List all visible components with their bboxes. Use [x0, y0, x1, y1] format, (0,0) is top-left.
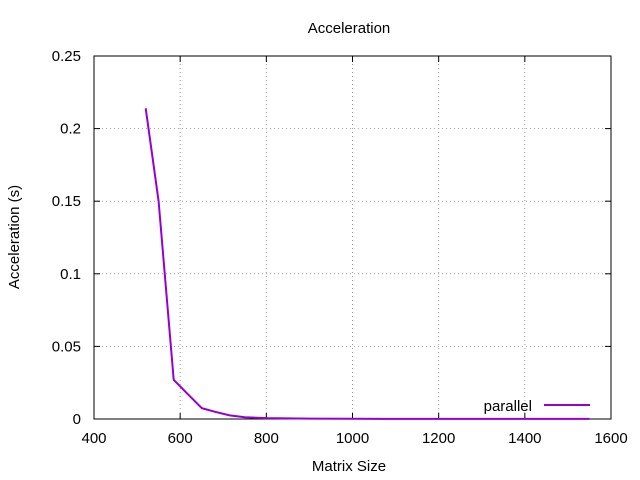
y-tick-label: 0	[73, 411, 81, 428]
x-axis-label: Matrix Size	[312, 458, 386, 475]
x-tick-label: 600	[168, 430, 193, 447]
y-tick-label: 0.05	[52, 338, 81, 355]
x-tick-label: 1400	[508, 430, 541, 447]
x-tick-label: 1000	[336, 430, 369, 447]
series-line-parallel	[144, 108, 590, 420]
y-tick-label: 0.2	[60, 121, 81, 138]
chart-title: Acceleration	[308, 20, 391, 37]
legend: parallel	[484, 398, 590, 415]
grid	[94, 56, 611, 419]
y-tick-label: 0.15	[52, 193, 81, 210]
x-axis-ticks: 400 600 800 1000 1200 1400 1600	[81, 56, 628, 447]
x-tick-label: 1600	[594, 430, 627, 447]
x-tick-label: 400	[81, 430, 106, 447]
series-lines	[144, 108, 590, 420]
y-tick-label: 0.1	[60, 266, 81, 283]
y-tick-label: 0.25	[52, 48, 81, 65]
y-axis-label: Acceleration (s)	[6, 185, 23, 289]
x-tick-label: 1200	[422, 430, 455, 447]
x-tick-label: 800	[254, 430, 279, 447]
legend-label-parallel: parallel	[484, 398, 532, 415]
y-axis-ticks: 0 0.05 0.1 0.15 0.2 0.25	[52, 48, 611, 428]
